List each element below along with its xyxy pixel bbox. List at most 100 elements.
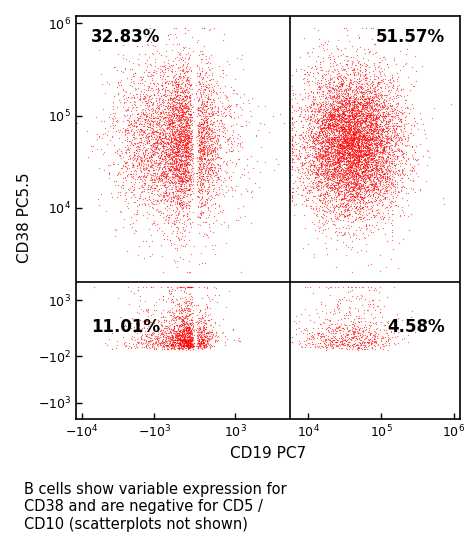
Point (181, 100, 188, 109)
Point (360, 84, 367, 92)
Point (157, 211, 164, 220)
Point (376, 185, 384, 194)
Point (329, 342, 337, 351)
Point (372, 172, 379, 181)
Point (185, 92, 193, 101)
Point (373, 114, 380, 123)
Point (180, 164, 187, 173)
Point (359, 114, 366, 123)
Point (205, 129, 212, 138)
Point (173, 162, 180, 170)
Point (99, 134, 106, 142)
Point (143, 331, 150, 340)
Point (413, 156, 421, 164)
Point (318, 127, 326, 136)
Point (367, 339, 375, 347)
Point (315, 129, 322, 138)
Point (354, 101, 362, 110)
Point (333, 188, 340, 197)
Point (345, 129, 352, 137)
Point (180, 222, 187, 231)
Point (347, 63, 355, 71)
Point (326, 104, 333, 112)
Point (289, 187, 297, 196)
Point (383, 177, 390, 186)
Point (194, 317, 202, 326)
Point (140, 81, 148, 89)
Point (358, 129, 366, 138)
Point (155, 88, 162, 96)
Point (372, 125, 379, 133)
Point (214, 161, 222, 170)
Point (385, 134, 392, 142)
Point (308, 122, 315, 130)
Point (341, 229, 348, 238)
Point (178, 72, 185, 81)
Point (176, 129, 183, 138)
Point (296, 153, 304, 161)
Point (154, 132, 161, 141)
Point (327, 112, 334, 120)
Point (322, 225, 329, 234)
Point (207, 109, 215, 118)
Point (362, 183, 370, 191)
Point (142, 85, 150, 94)
Point (199, 198, 206, 207)
Point (208, 144, 215, 153)
Point (382, 135, 390, 143)
Point (350, 327, 357, 336)
Point (313, 152, 321, 161)
Point (368, 169, 376, 177)
Point (219, 132, 227, 140)
Point (347, 136, 355, 144)
Point (373, 133, 381, 141)
Point (194, 338, 201, 346)
Point (355, 111, 363, 119)
Point (209, 168, 217, 177)
Point (158, 328, 166, 337)
Point (174, 91, 182, 99)
Point (179, 110, 187, 118)
Point (333, 192, 341, 200)
Point (347, 140, 355, 149)
Point (365, 157, 372, 165)
Point (320, 207, 328, 215)
Point (370, 147, 378, 156)
Point (165, 286, 173, 294)
Point (135, 251, 142, 259)
Point (193, 342, 201, 350)
Point (354, 151, 361, 160)
Point (378, 166, 386, 175)
Point (360, 155, 367, 164)
Point (399, 110, 406, 119)
Point (173, 106, 181, 114)
Point (323, 194, 330, 203)
Point (379, 151, 386, 160)
Point (180, 135, 187, 143)
Point (151, 178, 158, 186)
Point (370, 134, 377, 143)
Point (339, 165, 346, 174)
Point (326, 88, 334, 97)
Point (163, 342, 171, 350)
Point (392, 166, 400, 175)
Point (321, 103, 328, 111)
Point (317, 186, 324, 194)
Point (377, 99, 384, 107)
Point (325, 112, 332, 121)
Point (404, 104, 412, 112)
Point (129, 159, 137, 168)
Point (356, 111, 364, 120)
Point (194, 148, 201, 156)
Point (175, 133, 183, 141)
Point (376, 177, 383, 186)
Point (364, 132, 371, 141)
Point (361, 58, 368, 67)
Point (357, 123, 365, 132)
Point (175, 165, 183, 173)
Point (361, 134, 369, 143)
Point (371, 151, 378, 159)
Point (158, 164, 166, 173)
Point (184, 344, 192, 353)
Point (155, 112, 163, 120)
